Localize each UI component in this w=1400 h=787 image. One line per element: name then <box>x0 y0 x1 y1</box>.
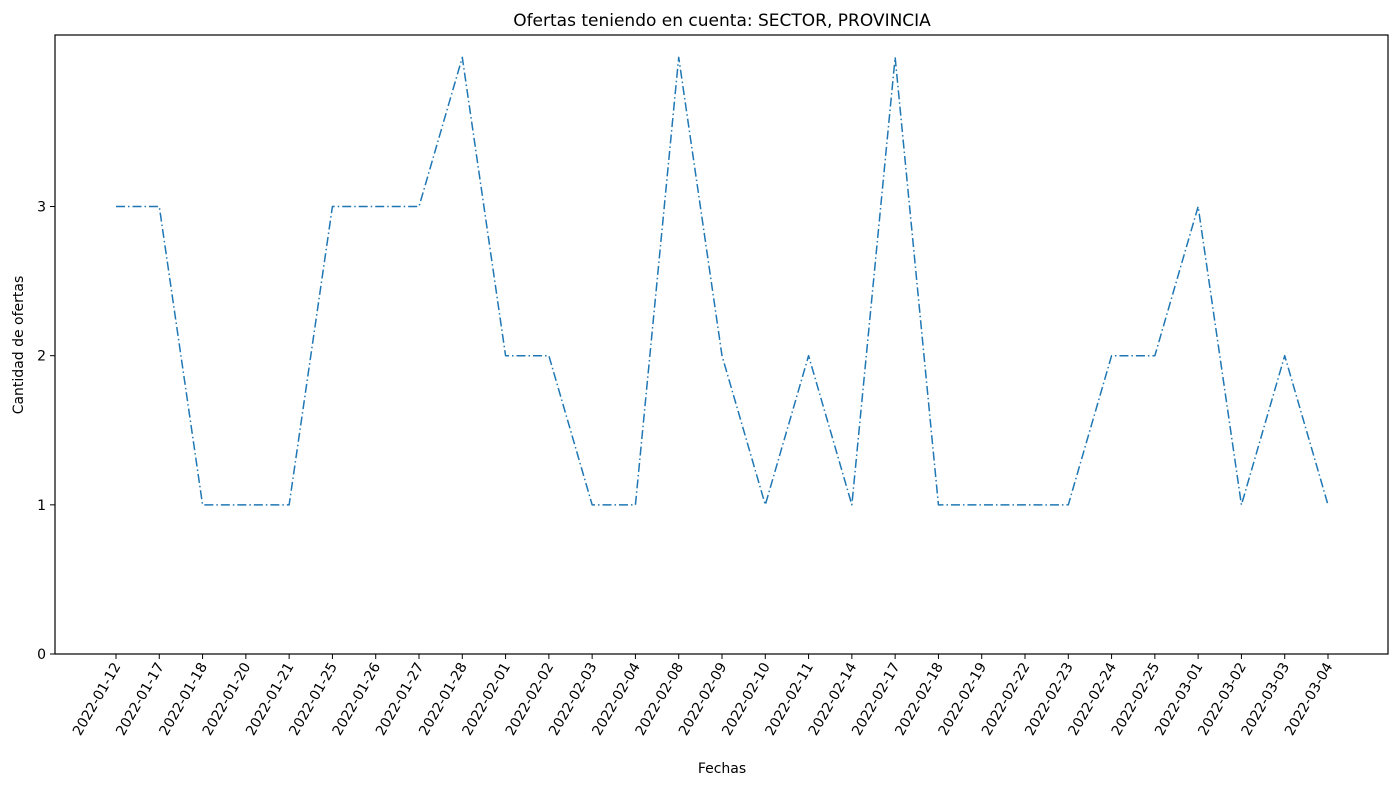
x-axis-label: Fechas <box>698 761 746 777</box>
plot-frame <box>54 34 1389 655</box>
y-tick-label: 3 <box>37 200 46 216</box>
y-axis-ticks: 0 1 2 3 <box>37 200 55 663</box>
y-tick-label: 1 <box>37 498 46 514</box>
series-line <box>116 56 1329 506</box>
chart-title: Ofertas teniendo en cuenta: SECTOR, PROV… <box>513 11 931 31</box>
x-axis-ticks: 2022-01-122022-01-172022-01-182022-01-20… <box>70 654 1337 738</box>
y-axis-label: Cantidad de ofertas <box>11 276 27 415</box>
series-group <box>115 56 1329 506</box>
y-tick-label: 2 <box>37 349 46 365</box>
y-tick-label: 0 <box>37 647 46 663</box>
